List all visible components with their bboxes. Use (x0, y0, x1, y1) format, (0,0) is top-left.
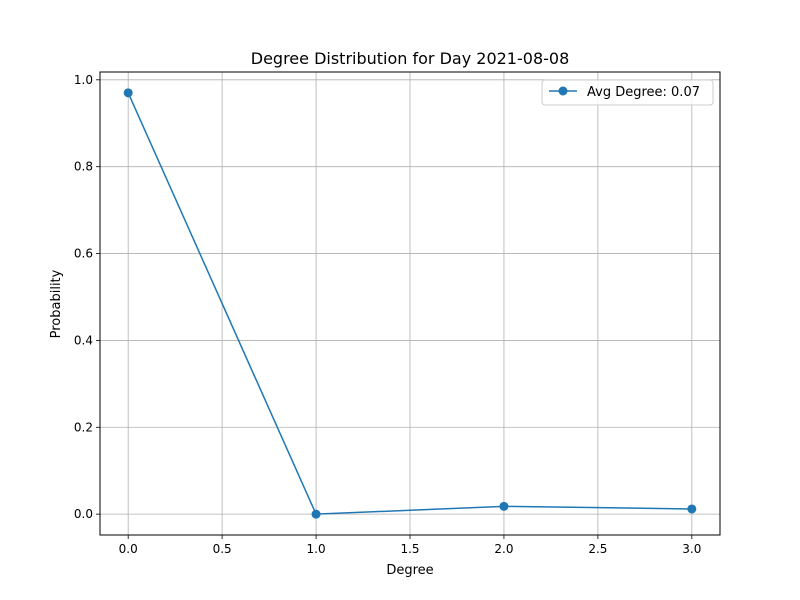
x-axis-label: Degree (386, 563, 433, 578)
x-tick-label: 3.0 (682, 542, 701, 556)
x-tick-label: 0.0 (119, 542, 138, 556)
y-tick-label: 0.8 (74, 160, 93, 174)
series-layer (123, 88, 697, 519)
data-point (687, 504, 697, 514)
legend-marker-swatch (558, 86, 568, 96)
data-point (499, 501, 509, 511)
y-tick-label: 0.2 (74, 420, 93, 434)
y-tick-label: 0.4 (74, 333, 93, 347)
legend-box (541, 79, 714, 106)
x-tick-label: 0.5 (213, 542, 232, 556)
y-tick-label: 0.6 (74, 247, 93, 261)
x-tick-label: 2.0 (494, 542, 513, 556)
y-tick-label: 0.0 (74, 507, 93, 521)
ticks: 0.0 0.5 1.0 1.5 2.0 2.5 3.0 0.0 0.2 0.4 0.6 0.8 1.0 (74, 73, 701, 556)
data-point (123, 88, 133, 98)
x-tick-label: 1.0 (307, 542, 326, 556)
x-tick-label: 2.5 (588, 542, 607, 556)
series-line (127, 92, 692, 515)
legend-label: Avg Degree: 0.07 (587, 85, 700, 100)
chart-title: Degree Distribution for Day 2021-08-08 (251, 49, 570, 68)
y-axis-label: Probability (49, 269, 64, 338)
data-point (311, 509, 321, 519)
x-tick-label: 1.5 (400, 542, 419, 556)
y-tick-label: 1.0 (74, 73, 93, 87)
legend: Avg Degree: 0.07 (541, 79, 714, 106)
